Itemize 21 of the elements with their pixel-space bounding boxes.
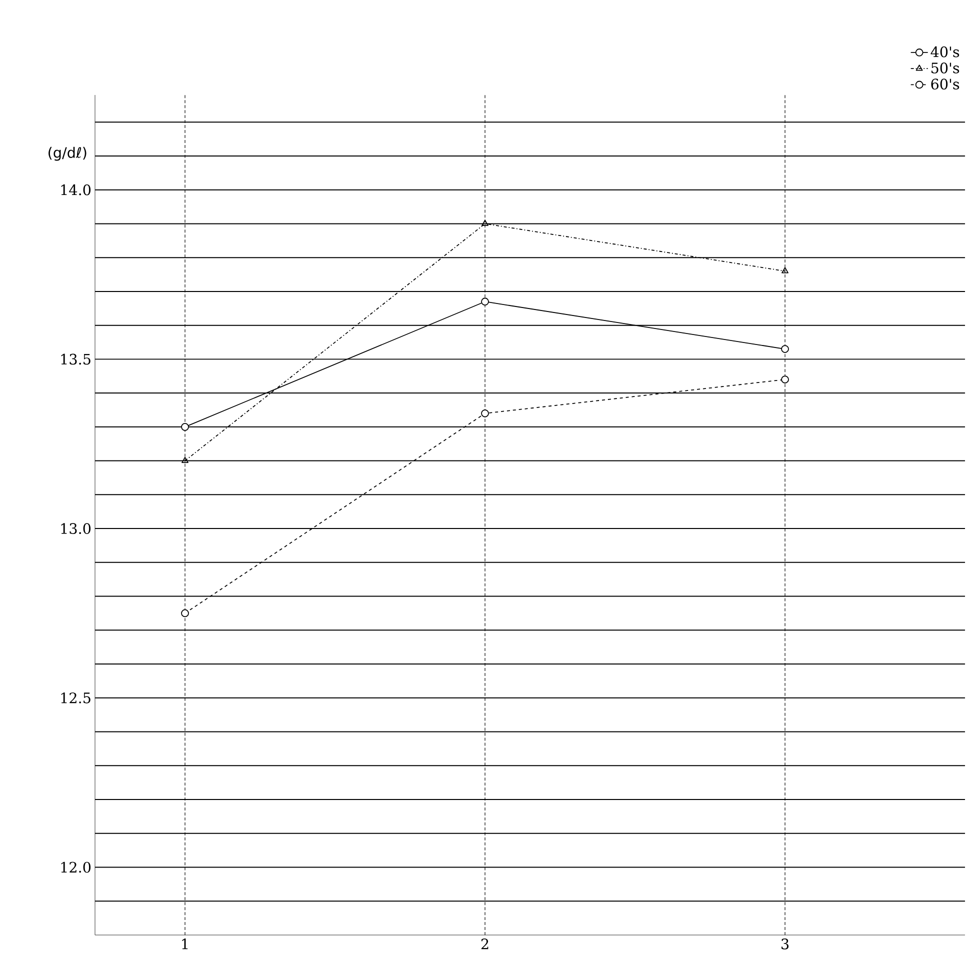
point xyxy=(781,345,789,353)
x-tick-label: 2 xyxy=(481,938,488,950)
y-tick-label: 14.0 xyxy=(61,184,91,196)
x-tick-label: 3 xyxy=(782,938,789,950)
point xyxy=(481,409,489,418)
point xyxy=(182,456,188,463)
y-axis-title: (g/dℓ) xyxy=(48,146,86,161)
y-tick-label: 12.5 xyxy=(61,692,90,704)
point xyxy=(782,267,788,274)
x-tick-label: 1 xyxy=(182,938,188,950)
legend-label: 50's xyxy=(931,62,960,74)
point xyxy=(181,422,189,431)
legend-label: 40's xyxy=(930,46,960,58)
point xyxy=(181,609,189,618)
y-tick-label: 13.5 xyxy=(61,354,90,365)
y-tick-label: 13.0 xyxy=(61,523,91,534)
legend-label: 60's xyxy=(931,78,960,90)
point xyxy=(781,376,789,384)
point xyxy=(481,298,489,306)
point xyxy=(482,220,488,226)
y-tick-label: 12.0 xyxy=(61,862,91,873)
